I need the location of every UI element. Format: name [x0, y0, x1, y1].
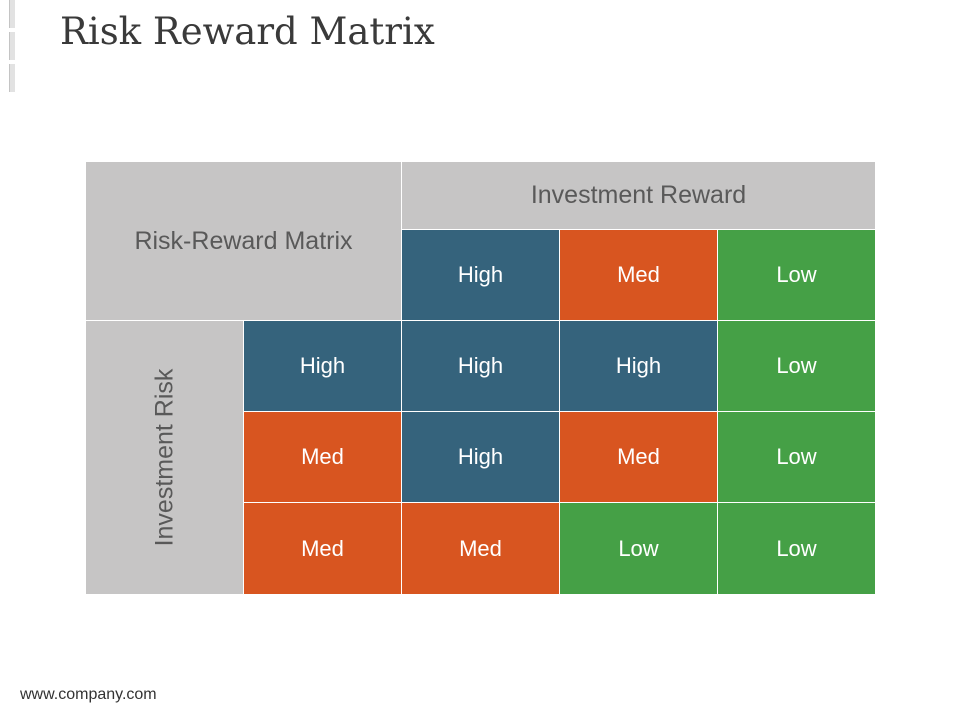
matrix-cell: Med	[560, 412, 717, 502]
risk-label-med: Med	[244, 503, 401, 594]
risk-label-med: Med	[244, 412, 401, 502]
matrix-cell: High	[402, 412, 559, 502]
risk-reward-matrix: Risk-Reward Matrix Investment Reward Hig…	[86, 162, 875, 594]
matrix-cell: Low	[560, 503, 717, 594]
slide-title: Risk Reward Matrix	[60, 10, 435, 53]
matrix-cell: High	[402, 321, 559, 411]
edge-mark	[9, 32, 15, 60]
footer-url: www.company.com	[20, 686, 157, 703]
matrix-cell: Low	[718, 412, 875, 502]
matrix-cell: High	[560, 321, 717, 411]
investment-reward-header: Investment Reward	[402, 162, 875, 229]
reward-label-low: Low	[718, 230, 875, 320]
investment-risk-label: Investment Risk	[150, 368, 178, 547]
matrix-cell: Low	[718, 503, 875, 594]
matrix-cell: Low	[718, 321, 875, 411]
reward-label-high: High	[402, 230, 559, 320]
edge-mark	[9, 64, 15, 92]
matrix-cell: Med	[402, 503, 559, 594]
investment-risk-header: Investment Risk	[86, 321, 243, 594]
matrix-corner-label: Risk-Reward Matrix	[86, 162, 401, 320]
risk-label-high: High	[244, 321, 401, 411]
edge-mark	[9, 0, 15, 28]
reward-label-med: Med	[560, 230, 717, 320]
